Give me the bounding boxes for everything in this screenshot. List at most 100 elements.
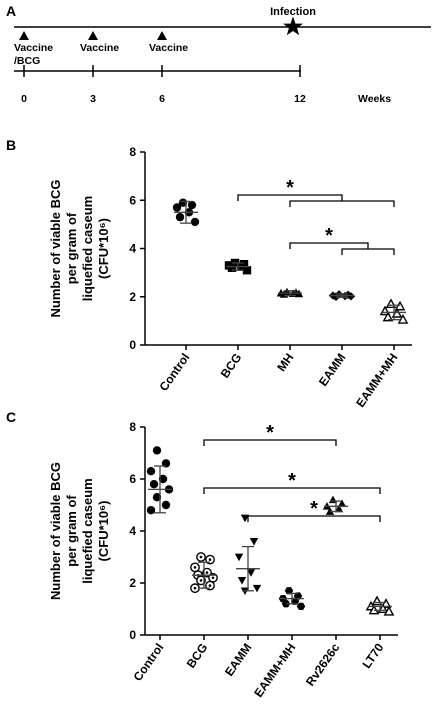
y-tick-label: 4: [129, 524, 136, 538]
y-axis-label: per gram of: [64, 495, 79, 567]
y-tick-label: 0: [129, 628, 136, 642]
bracket-line: [203, 439, 337, 446]
data-point-dot: [193, 566, 197, 569]
bracket-line: [237, 194, 343, 201]
y-axis-label: per gram of: [64, 212, 79, 284]
group-LT70: [365, 595, 395, 616]
x-tick-label: EAMM+MH: [251, 641, 298, 700]
data-point: [172, 203, 182, 212]
y-tick-label: 6: [129, 472, 136, 486]
significance-bracket: *: [203, 422, 337, 446]
data-point: [394, 300, 406, 311]
significance-star: *: [288, 470, 296, 492]
data-point: [240, 514, 250, 523]
group-EAMM+MH: [278, 587, 306, 611]
data-point: [382, 311, 394, 322]
y-tick-label: 2: [129, 290, 136, 304]
significance-bracket: *: [289, 225, 395, 255]
significance-bracket: *: [203, 470, 381, 494]
y-axis-label: (CFU*10⁶): [96, 501, 111, 562]
data-point: [237, 577, 247, 585]
x-tick-label: EAMM: [222, 641, 255, 679]
data-point: [246, 569, 256, 577]
group-Rv2626c: [322, 495, 348, 515]
significance-star: *: [286, 177, 294, 199]
data-point-dot: [199, 555, 203, 559]
x-tick-label: Control: [157, 351, 193, 394]
vaccine-label: /BCG: [14, 55, 40, 67]
data-point: [158, 474, 168, 484]
timeline-tick-label: 3: [90, 93, 96, 105]
group-Control: [146, 446, 174, 515]
significance-bracket: *: [237, 177, 395, 207]
data-point-dot: [208, 584, 212, 587]
y-axis-label: Number of viable BCG: [48, 462, 63, 600]
timeline-tick-label: 12: [294, 93, 306, 105]
data-point: [196, 575, 206, 586]
y-tick-label: 8: [129, 145, 136, 159]
data-point: [190, 583, 200, 594]
data-point: [296, 602, 306, 611]
data-point: [196, 552, 206, 562]
data-point-dot: [193, 586, 197, 590]
y-axis-label: Number of viable BCG: [48, 180, 63, 318]
vaccine-label: Vaccine: [14, 42, 53, 54]
data-point: [146, 467, 156, 476]
data-point: [190, 217, 200, 227]
group-BCG: [190, 552, 218, 594]
bracket-target: [341, 248, 395, 255]
infection-star-icon: [283, 16, 303, 36]
x-tick-label: MH: [274, 351, 296, 374]
group-Control: [172, 198, 200, 227]
x-tick-label: EAMM: [316, 351, 349, 389]
group-BCG: [224, 258, 252, 275]
significance-star: *: [325, 225, 333, 247]
weeks-label: Weeks: [358, 93, 391, 105]
x-tick-label: BCG: [218, 351, 245, 381]
data-point: [334, 504, 344, 513]
x-tick-label: LT70: [359, 640, 386, 671]
timeline-tick-label: 6: [159, 93, 165, 105]
bracket-line: [247, 515, 381, 522]
vaccine-label: Vaccine: [80, 42, 119, 54]
panel-c-chart: C 0 2 4 6 8 Number of viable BCG per gram of li…: [6, 409, 398, 700]
y-tick-label: 2: [129, 576, 136, 590]
data-point: [149, 480, 159, 489]
x-tick-label: BCG: [184, 641, 211, 671]
vaccine-triangle-icon: [88, 31, 98, 40]
significance-star: *: [310, 498, 318, 520]
data-point-dot: [205, 571, 209, 574]
data-point-dot: [211, 576, 215, 580]
bracket-target: [289, 200, 395, 207]
y-tick-label: 4: [129, 242, 136, 256]
data-point: [397, 314, 409, 324]
vaccine-triangle-icon: [157, 31, 167, 40]
data-point: [252, 584, 262, 593]
data-point: [152, 446, 162, 455]
data-point: [152, 493, 162, 502]
data-point: [161, 500, 171, 510]
x-tick-label: EAMM+MH: [353, 351, 400, 410]
y-tick-label: 8: [129, 420, 136, 434]
vaccine-label: Vaccine: [149, 42, 188, 54]
significance-star: *: [266, 422, 274, 444]
x-tick-label: Control: [131, 641, 167, 684]
data-point: [175, 212, 185, 222]
group-EAMM+MH: [379, 298, 409, 324]
significance-bracket: *: [247, 498, 381, 522]
group-EAMM: [234, 514, 262, 595]
data-point: [284, 587, 294, 595]
infection-label: Infection: [270, 6, 316, 18]
y-axis-label: (CFU*10⁶): [96, 218, 111, 279]
x-tick-label: Rv2626c: [303, 640, 343, 688]
panel-c-letter: C: [6, 409, 16, 425]
bracket-line: [203, 487, 381, 494]
data-point: [242, 266, 252, 275]
data-point: [290, 597, 300, 605]
data-point: [187, 200, 197, 210]
data-point-dot: [199, 579, 203, 582]
bracket-line: [289, 242, 369, 249]
data-point: [383, 605, 395, 616]
